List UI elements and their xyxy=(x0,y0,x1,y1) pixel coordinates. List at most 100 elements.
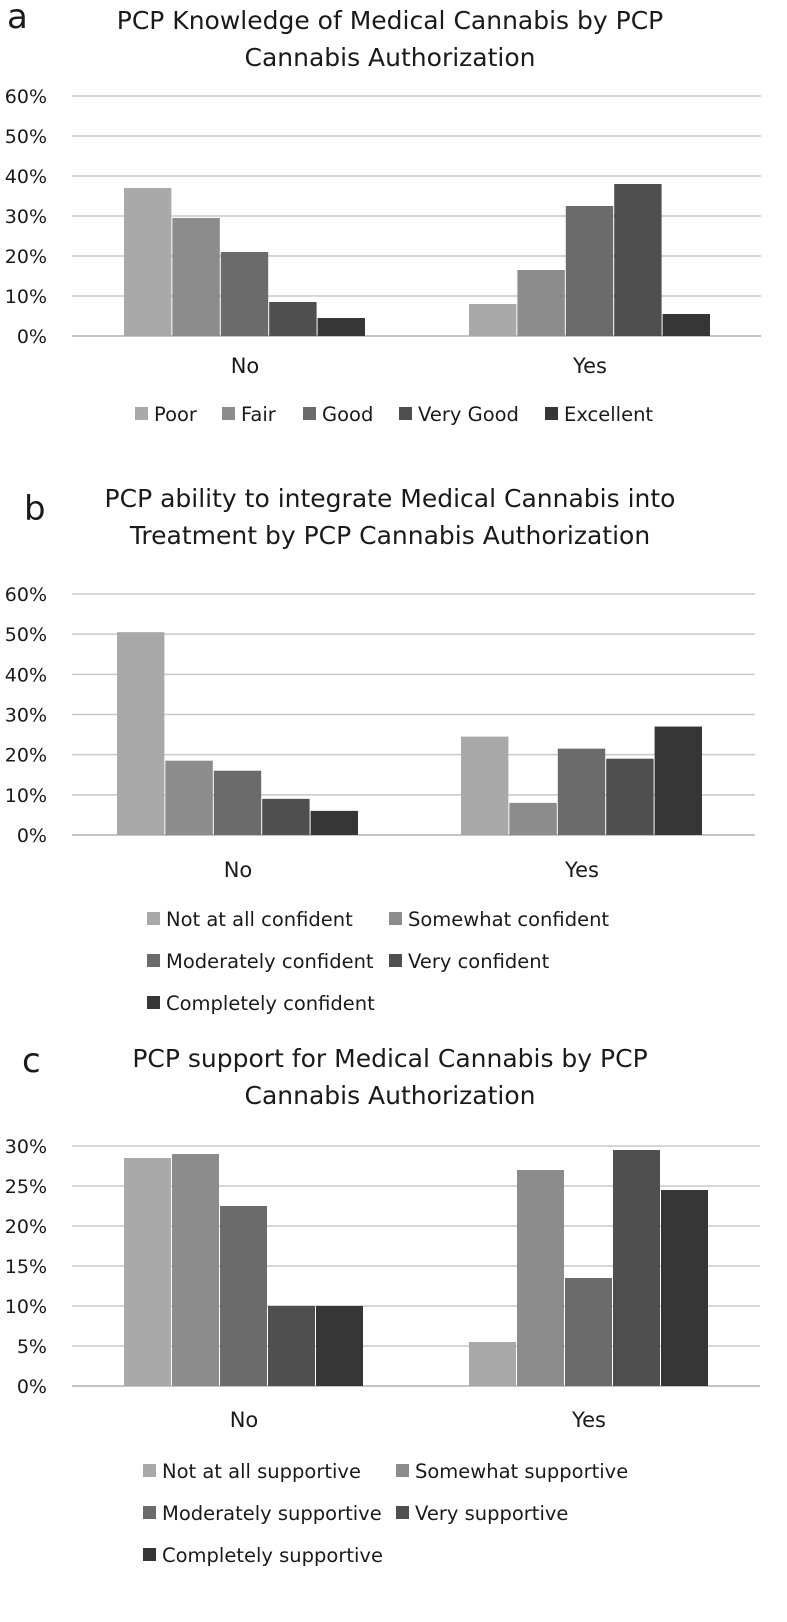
y-tick-label: 30% xyxy=(5,705,47,727)
chart-title-line-2: Cannabis Authorization xyxy=(244,1081,536,1110)
legend-swatch xyxy=(396,1464,409,1477)
legend-item: Somewhat confident xyxy=(389,908,609,932)
legend-swatch xyxy=(143,1506,156,1519)
legend-swatch xyxy=(135,407,148,420)
legend-label: Completely confident xyxy=(166,992,375,1015)
chart-title-line-2: Cannabis Authorization xyxy=(244,43,536,72)
y-tick-label: 0% xyxy=(17,1376,47,1398)
legend-item: Poor xyxy=(135,403,197,427)
legend-label: Excellent xyxy=(564,403,654,426)
legend-label: Very Good xyxy=(418,403,519,426)
legend-label: Very supportive xyxy=(415,1502,569,1525)
x-category-label: No xyxy=(224,858,253,882)
bar xyxy=(269,302,317,336)
legend-item: Completely supportive xyxy=(143,1544,383,1568)
bar xyxy=(317,318,365,336)
y-tick-label: 40% xyxy=(5,166,47,188)
y-tick-label: 0% xyxy=(17,825,47,847)
chart-panel-b: b PCP ability to integrate Medical Canna… xyxy=(0,462,787,1022)
bar xyxy=(124,1158,171,1386)
legend-label: Very confident xyxy=(408,950,550,973)
bar xyxy=(316,1306,363,1386)
bar xyxy=(517,270,565,336)
legend-label: Poor xyxy=(154,403,197,426)
bar-chart-svg: 0% 10% 20% 30% 40% 50% 60% No Yes xyxy=(5,86,761,378)
panel-letter: c xyxy=(22,1041,41,1081)
bar xyxy=(613,1150,660,1386)
legend-item: Very Good xyxy=(399,403,519,427)
panel-letter: a xyxy=(7,0,28,37)
bar xyxy=(509,802,557,835)
y-tick-label: 10% xyxy=(5,785,47,807)
y-tick-label: 40% xyxy=(5,664,47,686)
y-tick-label: 50% xyxy=(5,126,47,148)
legend-item: Very supportive xyxy=(396,1502,568,1526)
legend-swatch xyxy=(389,954,402,967)
legend-label: Moderately confident xyxy=(166,950,374,973)
legend-label: Good xyxy=(322,403,374,426)
x-category-label: No xyxy=(230,1408,259,1432)
bar-chart-svg: 0% 5% 10% 15% 20% 25% 30% No Yes xyxy=(5,1136,760,1432)
chart-panel-a: a PCP Knowledge of Medical Cannabis by P… xyxy=(0,0,787,440)
legend-label: Not at all supportive xyxy=(162,1460,361,1483)
y-tick-label: 50% xyxy=(5,624,47,646)
legend-label: Somewhat supportive xyxy=(415,1460,629,1483)
bar xyxy=(557,748,606,835)
y-tick-label: 20% xyxy=(5,1216,47,1238)
bar xyxy=(165,760,213,835)
legend-swatch xyxy=(222,407,235,420)
legend-item: Very confident xyxy=(389,950,549,974)
bar xyxy=(220,1206,267,1386)
bar xyxy=(124,188,172,336)
bar xyxy=(117,632,165,835)
bar xyxy=(469,304,517,336)
bar xyxy=(517,1170,564,1386)
bar xyxy=(662,314,710,336)
legend-item: Moderately confident xyxy=(147,950,374,974)
bar xyxy=(661,1190,708,1386)
panel-letter: b xyxy=(24,489,46,529)
y-tick-label: 60% xyxy=(5,86,47,108)
legend-item: Not at all supportive xyxy=(143,1460,361,1484)
bar xyxy=(565,206,614,336)
y-tick-label: 0% xyxy=(17,326,47,348)
bar xyxy=(469,1342,516,1386)
legend-label: Not at all confident xyxy=(166,908,353,931)
bar xyxy=(606,758,654,835)
legend-swatch xyxy=(143,1464,156,1477)
legend-swatch xyxy=(143,1548,156,1561)
y-tick-label: 10% xyxy=(5,286,47,308)
bar xyxy=(310,810,358,835)
bar xyxy=(565,1278,612,1386)
bar xyxy=(220,252,269,336)
legend-label: Moderately supportive xyxy=(162,1502,382,1525)
legend-swatch xyxy=(147,912,160,925)
legend-swatch xyxy=(399,407,412,420)
chart-title-line-1: PCP ability to integrate Medical Cannabi… xyxy=(104,484,676,513)
bar xyxy=(268,1306,315,1386)
bar xyxy=(461,736,509,835)
legend-item: Somewhat supportive xyxy=(396,1460,628,1484)
bar-chart-svg: 0% 10% 20% 30% 40% 50% 60% No Yes xyxy=(5,584,755,882)
legend-item: Fair xyxy=(222,403,276,427)
legend-label: Fair xyxy=(241,403,276,426)
y-tick-label: 30% xyxy=(5,206,47,228)
chart-title-line-2: Treatment by PCP Cannabis Authorization xyxy=(129,521,651,550)
legend-swatch xyxy=(389,912,402,925)
chart-title: PCP ability to integrate Medical Cannabi… xyxy=(40,480,740,554)
chart-title: PCP Knowledge of Medical Cannabis by PCP… xyxy=(40,2,740,76)
legend-label: Somewhat confident xyxy=(408,908,610,931)
y-tick-label: 10% xyxy=(5,1296,47,1318)
chart-title: PCP support for Medical Cannabis by PCP … xyxy=(40,1040,740,1114)
x-category-label: No xyxy=(231,354,260,378)
legend-swatch xyxy=(147,996,160,1009)
bar xyxy=(654,726,702,835)
y-tick-label: 5% xyxy=(17,1336,47,1358)
x-category-label: Yes xyxy=(571,1408,606,1432)
bar xyxy=(614,184,662,336)
bar xyxy=(172,218,220,336)
x-category-label: Yes xyxy=(572,354,607,378)
legend-label: Completely supportive xyxy=(162,1544,383,1567)
bar xyxy=(262,798,310,835)
legend-swatch xyxy=(303,407,316,420)
